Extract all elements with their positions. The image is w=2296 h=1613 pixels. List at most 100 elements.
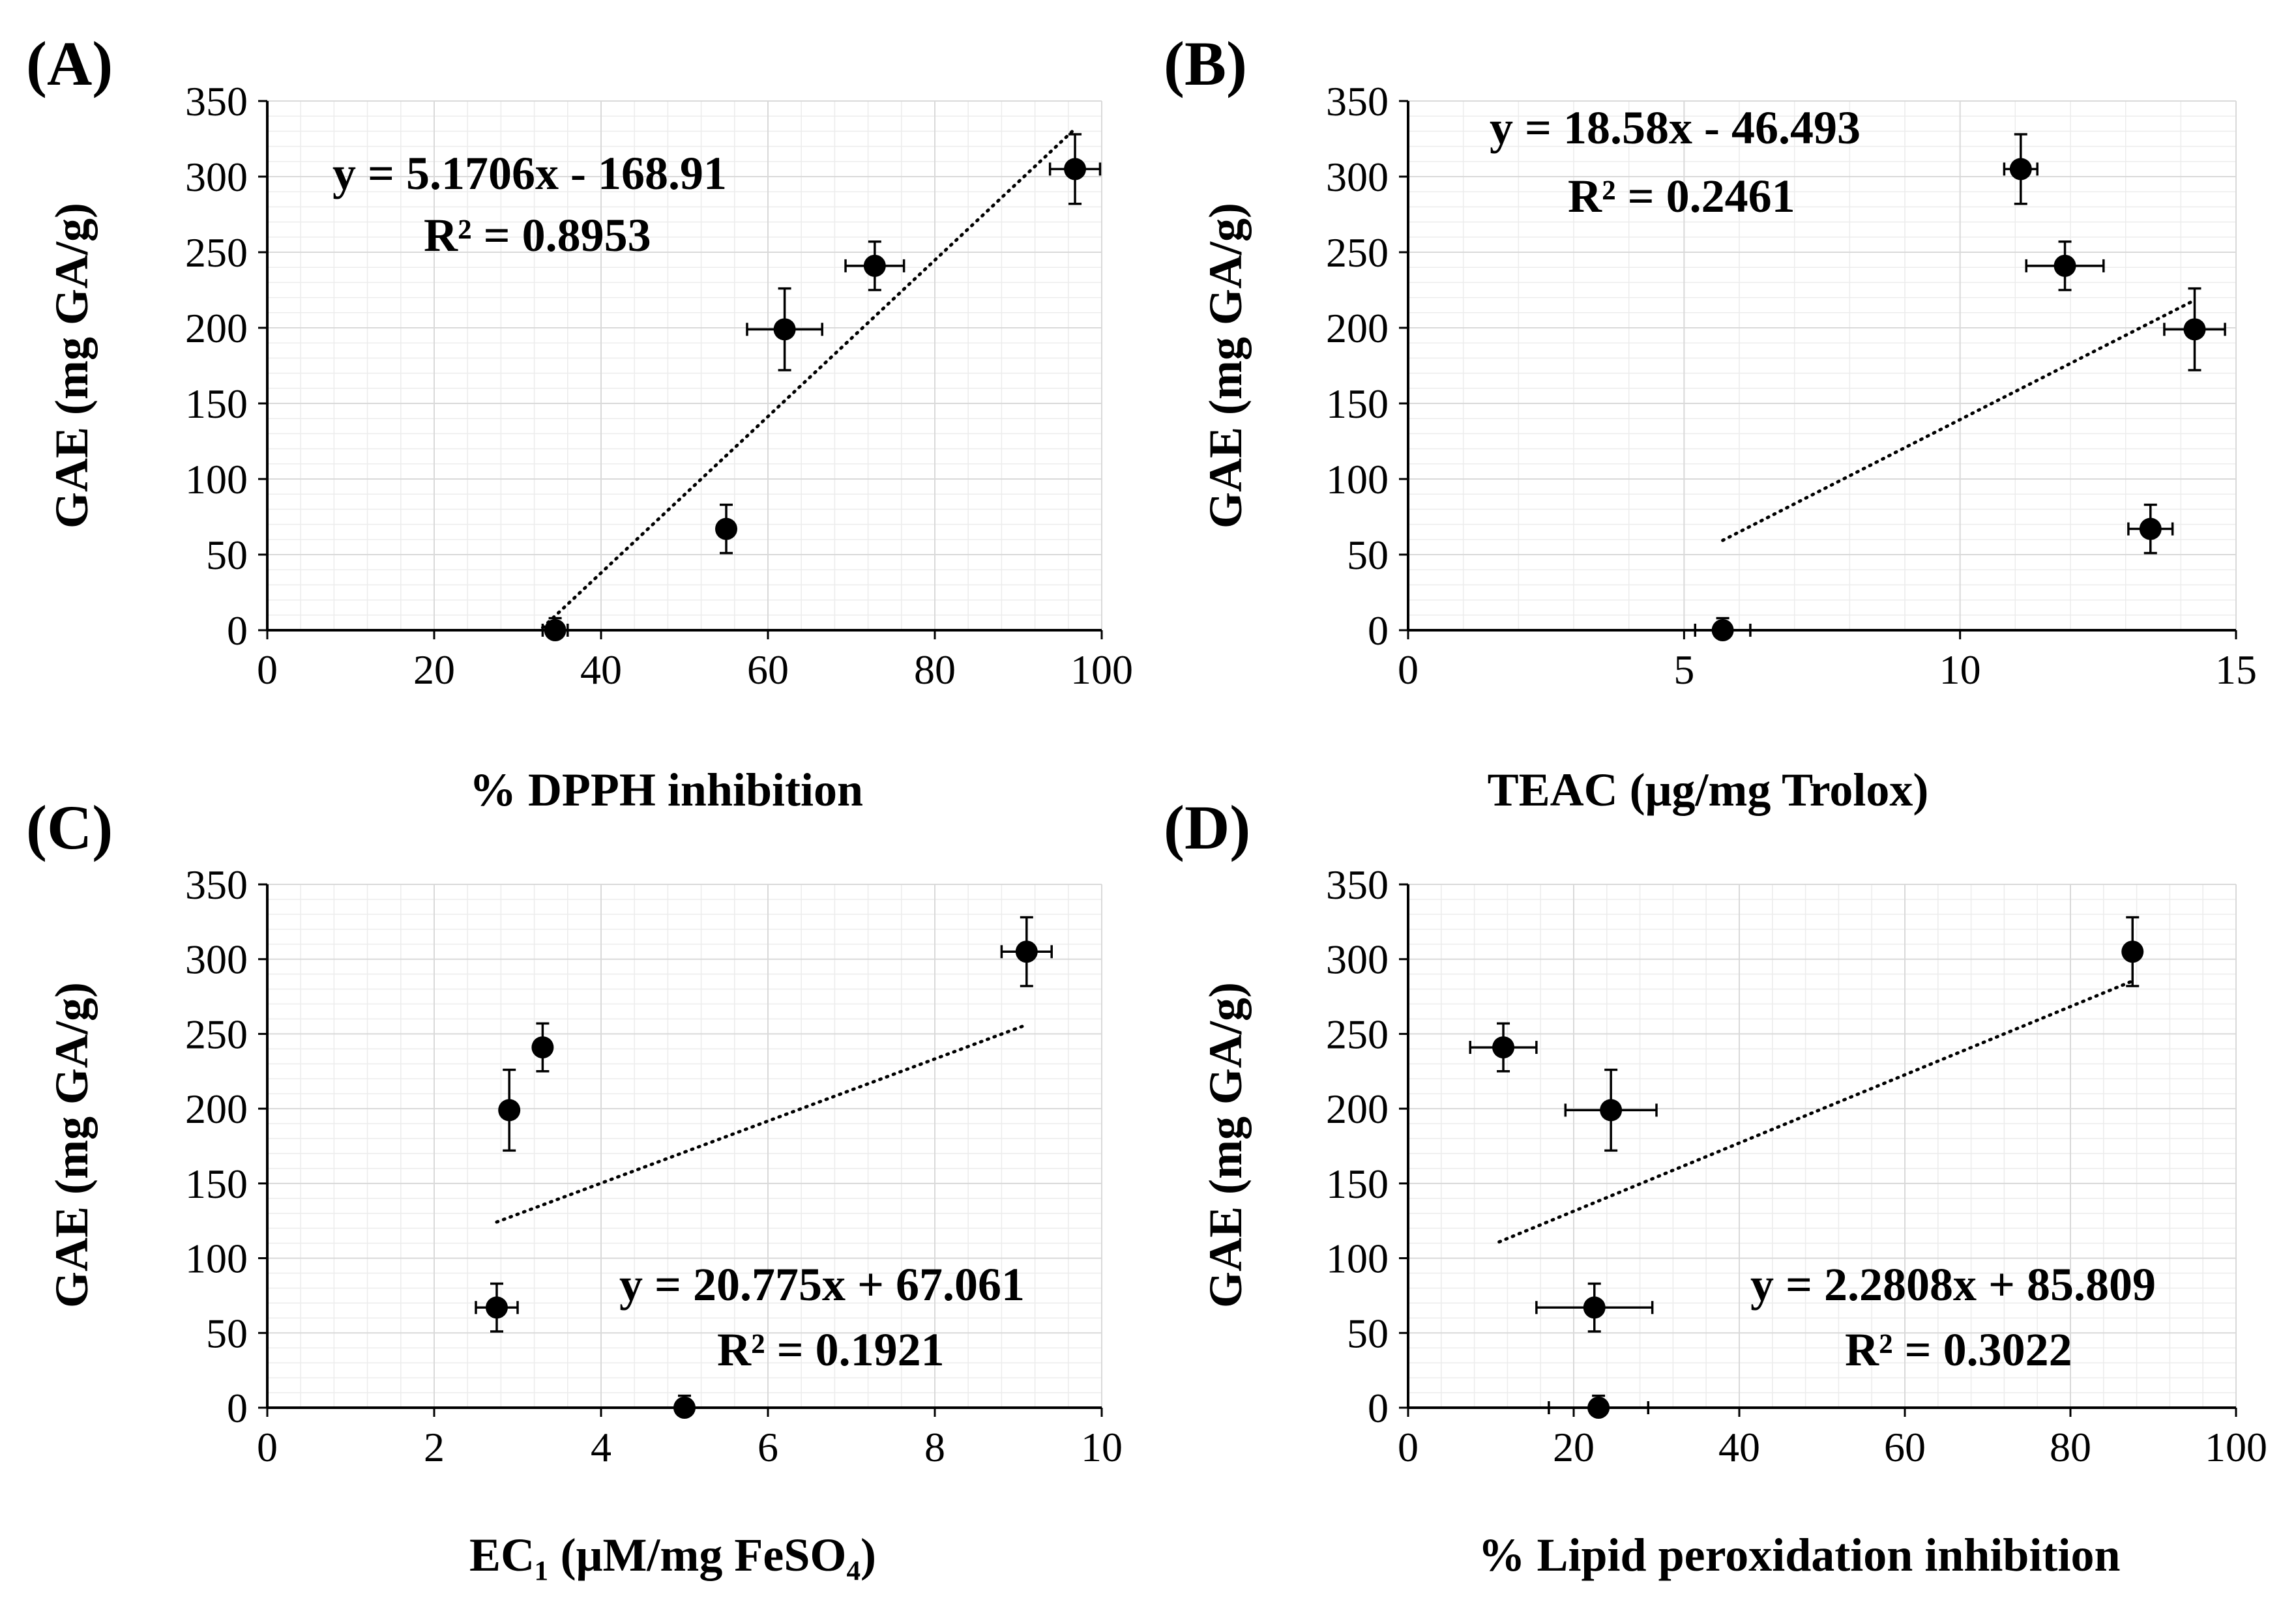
- data-point: [2127, 503, 2174, 555]
- y-tick-label: 100: [185, 1236, 248, 1282]
- y-tick-label: 50: [1347, 532, 1389, 578]
- x-tick-label: 2: [424, 1424, 445, 1470]
- r-squared: R² = 0.8953: [424, 209, 651, 261]
- y-axis-title: GAE (mg GA/g): [46, 203, 98, 529]
- x-tick-label: 40: [1718, 1424, 1760, 1470]
- regression-equation: y = 18.58x - 46.493: [1490, 102, 1861, 154]
- scatter-point: [498, 1099, 521, 1122]
- panel-label: (B): [1164, 29, 1247, 98]
- regression-equation: y = 2.2808x + 85.809: [1750, 1258, 2156, 1311]
- trendline: [495, 1023, 1029, 1224]
- y-axis-title: GAE (mg GA/g): [1200, 203, 1252, 529]
- data-point: [2121, 916, 2144, 987]
- scatter-point: [2183, 318, 2206, 341]
- y-tick-label: 350: [1326, 78, 1389, 124]
- x-axis-title: % Lipid peroxidation inhibition: [1478, 1529, 2120, 1581]
- y-tick-label: 350: [185, 78, 248, 124]
- y-tick-label: 200: [1326, 305, 1389, 351]
- scatter-point: [2053, 254, 2076, 277]
- r-squared: R² = 0.2461: [1568, 170, 1795, 222]
- data-point: [715, 503, 737, 555]
- y-tick-label: 0: [227, 1385, 248, 1431]
- y-tick-label: 350: [1326, 862, 1389, 908]
- x-tick-label: 0: [257, 647, 278, 693]
- y-axis-title: GAE (mg GA/g): [1200, 982, 1252, 1308]
- data-point: [1469, 1022, 1538, 1073]
- x-tick-label: 5: [1673, 647, 1694, 693]
- data-point: [2025, 240, 2105, 291]
- data-point: [673, 1394, 696, 1419]
- x-tick-label: 10: [1081, 1424, 1123, 1470]
- y-tick-label: 100: [1326, 456, 1389, 502]
- data-point: [1048, 133, 1102, 205]
- scatter-point: [715, 517, 737, 540]
- x-tick-label: 60: [1884, 1424, 1926, 1470]
- scatter-point: [773, 318, 796, 341]
- y-tick-label: 0: [227, 607, 248, 654]
- y-axis-title: GAE (mg GA/g): [46, 982, 98, 1308]
- scatter-point: [2139, 517, 2162, 540]
- y-tick-label: 150: [1326, 381, 1389, 427]
- chart-panel-d: 0 20 40 60 80 100 0 50 100 150 200 250 300 350 (D) % Li…: [1164, 792, 2267, 1581]
- x-tick-label: 60: [747, 647, 789, 693]
- y-tick-label: 350: [185, 862, 248, 908]
- y-tick-label: 250: [1326, 1011, 1389, 1057]
- x-tick-label: 20: [1553, 1424, 1595, 1470]
- scatter-point: [486, 1296, 508, 1319]
- data-point: [1535, 1282, 1654, 1333]
- scatter-point: [1583, 1296, 1606, 1319]
- scatter-point: [1064, 158, 1087, 181]
- data-point: [475, 1282, 519, 1333]
- y-tick-label: 100: [1326, 1236, 1389, 1282]
- x-tick-label: 20: [413, 647, 455, 693]
- y-tick-label: 150: [1326, 1161, 1389, 1207]
- trendline: [540, 127, 1077, 630]
- scatter-point: [1600, 1099, 1623, 1122]
- y-tick-label: 250: [185, 229, 248, 276]
- r-squared: R² = 0.3022: [1845, 1324, 2072, 1376]
- x-axis-title: % DPPH inhibition: [469, 764, 863, 816]
- scatter-point: [1711, 619, 1734, 641]
- x-tick-label: 15: [2215, 647, 2257, 693]
- data-point: [498, 1068, 521, 1152]
- scatter-point: [2009, 158, 2032, 181]
- data-point: [1548, 1394, 1650, 1419]
- data-point: [1000, 916, 1053, 987]
- y-tick-label: 100: [185, 456, 248, 502]
- y-tick-label: 300: [185, 154, 248, 200]
- data-point: [541, 617, 569, 641]
- x-tick-label: 6: [758, 1424, 778, 1470]
- x-tick-label: 0: [1398, 647, 1419, 693]
- scatter-point: [1587, 1397, 1610, 1419]
- x-tick-label: 10: [1939, 647, 1981, 693]
- y-tick-label: 300: [185, 937, 248, 983]
- x-tick-label: 100: [2205, 1424, 2267, 1470]
- x-tick-label: 80: [914, 647, 956, 693]
- x-tick-label: 0: [257, 1424, 278, 1470]
- y-tick-label: 150: [185, 381, 248, 427]
- y-tick-label: 250: [1326, 229, 1389, 276]
- y-tick-label: 50: [206, 1310, 248, 1356]
- y-tick-label: 250: [185, 1011, 248, 1057]
- x-tick-label: 40: [580, 647, 622, 693]
- data-point: [2163, 287, 2226, 371]
- scatter-point: [2121, 940, 2144, 963]
- y-tick-label: 0: [1368, 1385, 1389, 1431]
- trendline: [1721, 300, 2194, 542]
- y-tick-label: 200: [1326, 1086, 1389, 1132]
- x-tick-label: 8: [924, 1424, 945, 1470]
- data-point: [531, 1022, 554, 1073]
- x-axis-title: EC₁ (μM/mg FeSO₄): [469, 1529, 876, 1581]
- scatter-point: [1492, 1036, 1515, 1059]
- regression-equation: y = 20.775x + 67.061: [619, 1258, 1025, 1311]
- x-tick-label: 100: [1070, 647, 1133, 693]
- chart-panel-a: 0 20 40 60 80 100 0 50 100 150 200 250 300 350 (A) % DP…: [26, 29, 1133, 816]
- data-point: [1694, 617, 1752, 641]
- trendline: [1497, 979, 2134, 1244]
- scatter-point: [544, 619, 567, 641]
- x-tick-label: 4: [591, 1424, 611, 1470]
- data-point: [1564, 1068, 1658, 1152]
- y-tick-label: 200: [185, 305, 248, 351]
- data-point: [746, 287, 823, 371]
